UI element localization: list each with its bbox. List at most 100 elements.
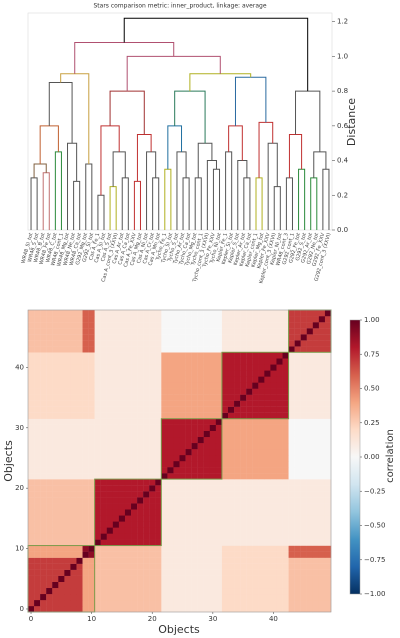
heatmap-cell [34, 467, 41, 474]
heatmap-cell [137, 430, 144, 438]
heatmap-cell [46, 454, 53, 462]
heatmap-cell [112, 340, 120, 347]
heatmap-cell [161, 424, 168, 431]
heatmap-cell [240, 448, 247, 456]
heatmap-cell [203, 376, 210, 383]
heatmap-cell [76, 515, 83, 522]
heatmap-cell [143, 364, 150, 371]
heatmap-cell [215, 370, 223, 377]
heatmap-cell [82, 497, 89, 504]
heatmap-cell [149, 593, 156, 601]
heatmap-cell [324, 430, 332, 438]
heatmap-cell [112, 322, 120, 329]
heatmap-cell [100, 491, 107, 498]
heatmap-cell [246, 539, 253, 546]
heatmap-cell [246, 527, 253, 534]
heatmap-cell [131, 461, 138, 468]
y-axis-label: Objects [2, 440, 15, 482]
heatmap-cell [173, 581, 180, 589]
heatmap-cell [288, 467, 295, 474]
heatmap-cell [246, 334, 253, 341]
heatmap-cell [179, 346, 186, 353]
heatmap-cell [306, 400, 314, 407]
heatmap-cell [221, 539, 229, 546]
heatmap-cell [209, 539, 217, 546]
heatmap-cell [58, 581, 65, 589]
heatmap-cell [252, 328, 259, 335]
heatmap-cell [82, 400, 89, 407]
heatmap-cell [124, 461, 132, 468]
heatmap-cell [155, 485, 162, 492]
heatmap-cell [173, 454, 180, 462]
heatmap-cell [312, 599, 320, 607]
heatmap-cell [161, 430, 168, 438]
heatmap-cell [64, 575, 71, 582]
heatmap-cell [276, 539, 283, 546]
heatmap-cell [227, 563, 235, 570]
heatmap-cell [246, 436, 253, 444]
heatmap-cell [100, 448, 107, 456]
heatmap-cell [209, 424, 217, 431]
heatmap-cell [306, 593, 314, 601]
heatmap-cell [209, 448, 217, 456]
heatmap-cell [264, 448, 271, 456]
heatmap-cell [161, 575, 168, 582]
heatmap-cell [288, 479, 295, 486]
heatmap-cell [58, 310, 65, 317]
heatmap-cell [173, 418, 180, 425]
heatmap-cell [52, 479, 59, 486]
heatmap-cell [209, 503, 217, 510]
heatmap-cell [203, 454, 210, 462]
heatmap-cell [34, 593, 41, 601]
heatmap-cell [149, 442, 156, 450]
heatmap-cell [221, 599, 229, 607]
heatmap-cell [82, 322, 89, 329]
heatmap-cell [64, 605, 71, 613]
heatmap-cell [28, 467, 35, 474]
heatmap-cell [185, 388, 192, 395]
heatmap-cell [246, 485, 253, 492]
heatmap-cell [264, 533, 271, 540]
heatmap-cell [100, 316, 107, 323]
heatmap-cell [282, 316, 289, 323]
heatmap-cell [137, 352, 144, 359]
heatmap-cell [76, 436, 83, 444]
heatmap-cell [197, 406, 204, 413]
heatmap-cell [112, 563, 120, 570]
heatmap-cell [124, 521, 132, 528]
heatmap-cell [58, 430, 65, 438]
heatmap-cell [118, 509, 126, 516]
heatmap-cell [209, 461, 217, 468]
dendrogram-link [234, 76, 267, 126]
heatmap-cell [58, 485, 65, 492]
heatmap-cell [270, 503, 277, 510]
heatmap-cell [143, 340, 150, 347]
heatmap-cell [118, 328, 126, 335]
heatmap-cell [100, 587, 107, 595]
heatmap-cell [94, 599, 101, 607]
heatmap-cell [161, 461, 168, 468]
heatmap-cell [46, 575, 53, 582]
dendrogram-link [133, 180, 141, 230]
heatmap-cell [276, 400, 283, 407]
heatmap-cell [288, 557, 295, 564]
colorbar-tick-label: 0.50 [364, 385, 380, 393]
heatmap-cell [203, 599, 210, 607]
heatmap-cell [324, 503, 332, 510]
heatmap-cell [137, 575, 144, 582]
heatmap-cell [203, 515, 210, 522]
heatmap-cell [167, 418, 174, 425]
heatmap-cell [52, 539, 59, 546]
heatmap-cell [227, 551, 235, 558]
heatmap-cell [294, 533, 301, 540]
heatmap-cell [240, 388, 247, 395]
heatmap-cell [191, 358, 198, 365]
heatmap-cell [64, 358, 71, 365]
heatmap-cell [185, 569, 192, 576]
heatmap-cell [318, 310, 326, 317]
heatmap-cell [282, 370, 289, 377]
heatmap-cell [197, 454, 204, 462]
heatmap-cell [137, 605, 144, 613]
heatmap-cell [209, 569, 217, 576]
heatmap-cell [46, 581, 53, 589]
